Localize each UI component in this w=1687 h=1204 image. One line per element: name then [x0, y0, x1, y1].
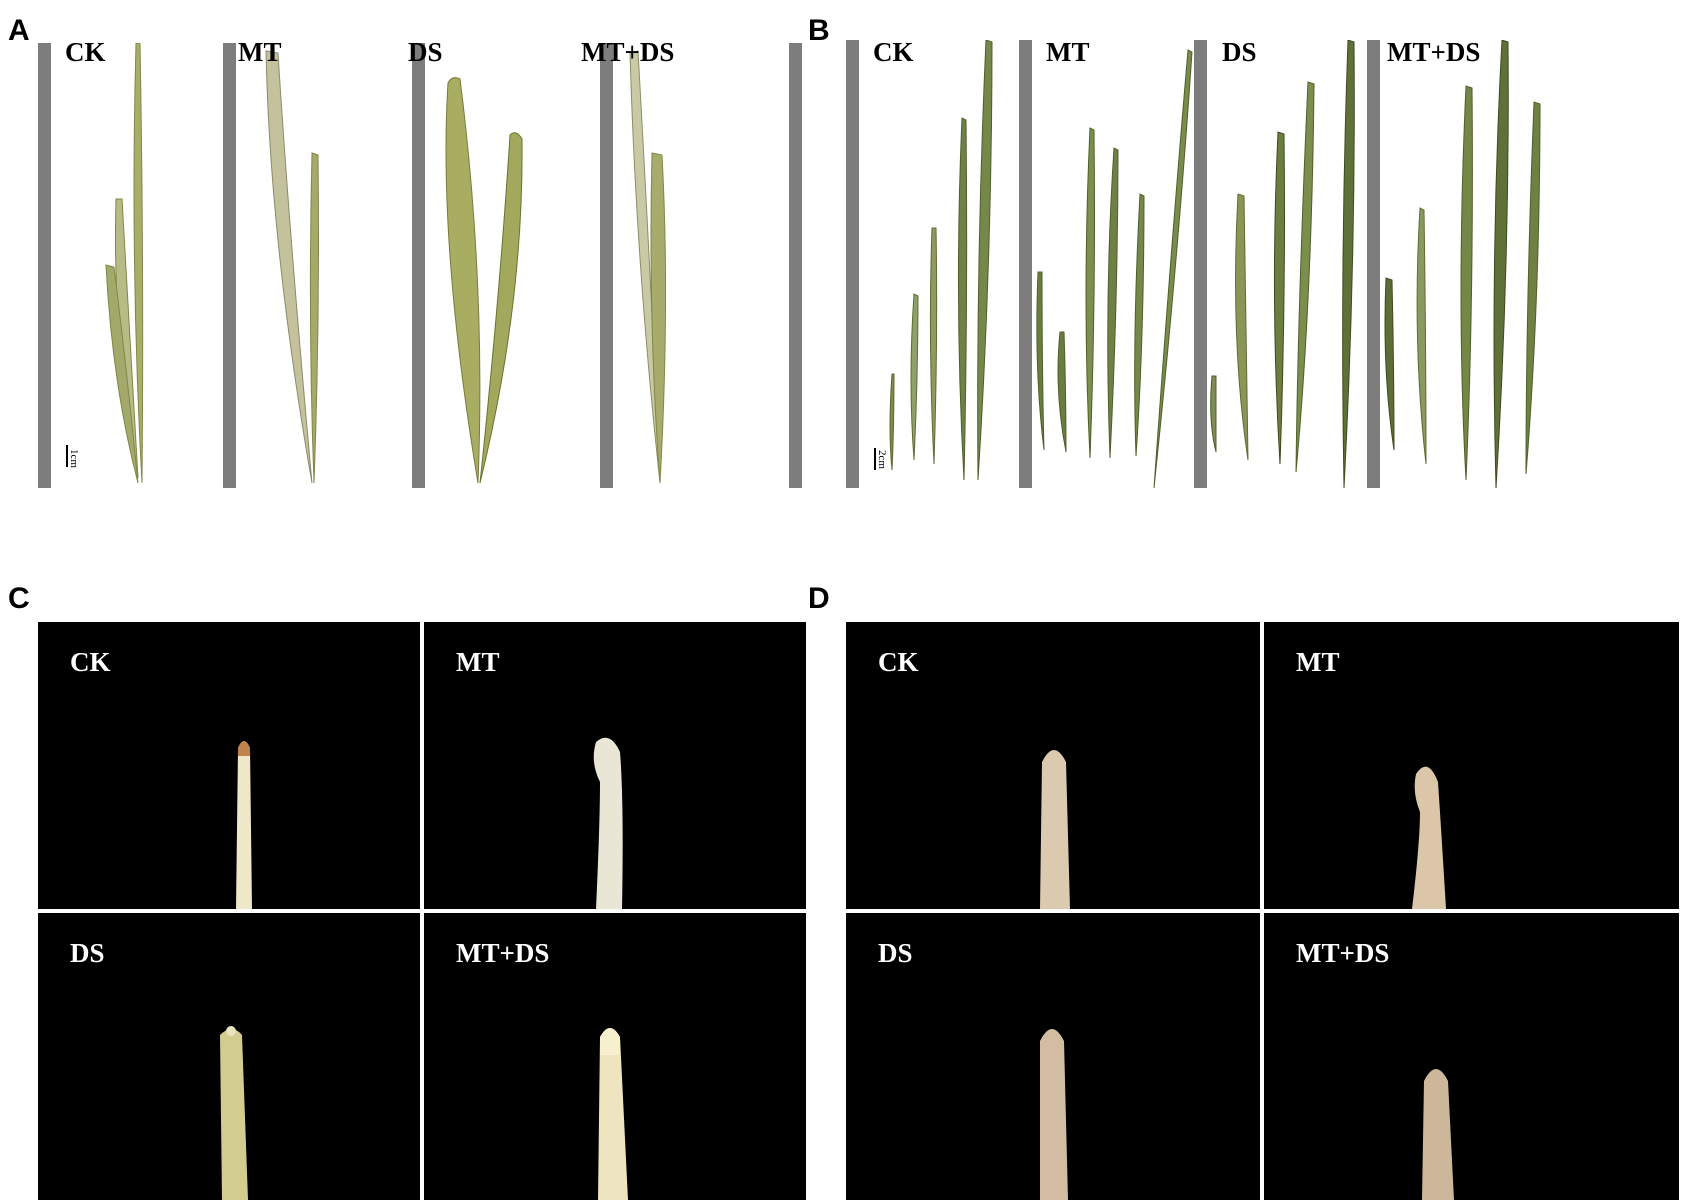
leaf-illustration-a — [105, 43, 667, 484]
leaf-illustration-b — [889, 40, 1541, 488]
divider-bar — [1194, 40, 1207, 488]
root-tip-mt-ds — [598, 1028, 628, 1200]
root-tip-ck — [1040, 750, 1070, 909]
label-mt: MT — [456, 647, 500, 677]
divider-bar — [223, 43, 236, 488]
panel-d-photos: CK MT DS MT+DS — [846, 622, 1679, 1200]
panel-c-letter: C — [8, 582, 30, 615]
label-ck: CK — [873, 40, 914, 67]
panel-b-letter: B — [808, 14, 830, 47]
label-mt: MT — [238, 43, 282, 67]
divider-bar — [1019, 40, 1032, 488]
label-mt-ds: MT+DS — [1387, 40, 1481, 67]
label-mt: MT — [1296, 647, 1340, 677]
label-ds: DS — [70, 938, 105, 968]
divider-bar — [412, 43, 425, 488]
panel-a-leaves: CK MT DS MT+DS 1cm — [38, 43, 806, 488]
scale-bar — [874, 448, 876, 470]
root-tip-mt — [593, 737, 623, 909]
scale-label: 1cm — [68, 449, 80, 468]
label-ck: CK — [65, 43, 106, 67]
label-ds: DS — [878, 938, 913, 968]
label-ds: DS — [408, 43, 443, 67]
label-ck: CK — [878, 647, 919, 677]
divider-bar — [38, 43, 51, 488]
root-tip-ds — [220, 1026, 248, 1200]
photo-mt: MT — [1264, 622, 1679, 909]
label-mt: MT — [1046, 40, 1090, 67]
photo-ck: CK — [846, 622, 1260, 909]
panel-a-letter: A — [8, 14, 30, 47]
divider-bar — [1367, 40, 1380, 488]
photo-mt-ds: MT+DS — [424, 913, 806, 1200]
label-mt-ds: MT+DS — [1296, 938, 1390, 968]
divider-bar — [600, 43, 613, 488]
photo-ds: DS — [846, 913, 1260, 1200]
label-ds: DS — [1222, 40, 1257, 67]
root-tip-ds — [1040, 1029, 1068, 1200]
photo-mt: MT — [424, 622, 806, 909]
root-tip-mt — [1412, 766, 1446, 909]
scale-label: 2cm — [876, 450, 888, 469]
photo-mt-ds: MT+DS — [1264, 913, 1679, 1200]
photo-ck: CK — [38, 622, 420, 909]
divider-bar — [789, 43, 802, 488]
label-mt-ds: MT+DS — [581, 43, 675, 67]
root-tip-mt-ds — [1422, 1069, 1454, 1200]
label-ck: CK — [70, 647, 111, 677]
panel-c-photos: CK MT DS MT+DS — [38, 622, 806, 1200]
panel-d-letter: D — [808, 582, 830, 615]
scale-bar — [66, 445, 68, 467]
root-tip-ck — [236, 741, 252, 909]
photo-ds: DS — [38, 913, 420, 1200]
label-mt-ds: MT+DS — [456, 938, 550, 968]
divider-bar — [846, 40, 859, 488]
panel-b-leaves: CK MT DS MT+DS 2cm — [846, 40, 1679, 488]
